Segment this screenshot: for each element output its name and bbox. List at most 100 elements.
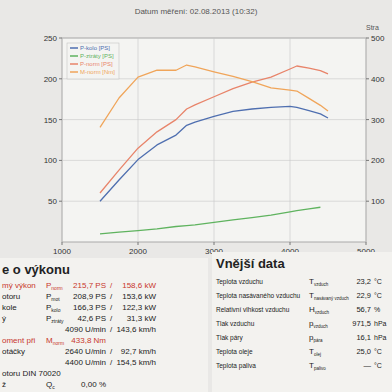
symbol: Tpalivo	[309, 361, 326, 371]
symbol: Qc	[46, 380, 55, 390]
row-value: 433,8 Nm	[71, 336, 106, 345]
symbol: Tnasávaný vzduch	[309, 291, 349, 301]
row-value: 56,7	[356, 305, 371, 314]
legend-label: M-norm [Nm]	[80, 69, 115, 75]
x-tick	[62, 242, 63, 245]
y2-tick-label: 300	[371, 116, 385, 125]
row-unit: °C	[374, 348, 382, 355]
row-value: 4090 U/min	[65, 325, 106, 334]
paper	[0, 0, 392, 392]
legend: P-kolo [PS] P-ztráty [PS] P-norm [PS] M-nor…	[67, 43, 119, 79]
legend-label: P-ztráty [PS]	[80, 53, 114, 59]
y2-tick-label: 200	[371, 156, 385, 165]
x-tick	[138, 242, 139, 245]
performance-panel	[0, 258, 208, 392]
x-grid	[214, 38, 215, 242]
row-label: Tlak vzduchu	[216, 320, 255, 327]
symbol-sub: c	[52, 384, 55, 390]
row-unit: hPa	[374, 320, 387, 327]
row-label: Teplota oleje	[216, 348, 253, 356]
y-tick-label: 100	[44, 156, 58, 165]
row-label: ý	[2, 314, 6, 323]
symbol-sub: palivo	[314, 366, 326, 371]
symbol-sub: nasávaný vzduch	[314, 296, 349, 301]
x-grid	[138, 38, 139, 242]
y-grid	[62, 201, 366, 202]
row-label: otoru DIN 70020	[2, 369, 61, 378]
row-unit: °C	[374, 278, 382, 285]
legend-swatch	[70, 55, 78, 57]
symbol: Pnorm	[46, 281, 63, 291]
row-value: 42,6 PS	[78, 314, 106, 323]
row-unit: °C	[374, 362, 382, 369]
row-value: 22,9	[356, 291, 371, 300]
row-value: 4400 U/min	[65, 358, 106, 367]
y2-tick	[366, 201, 369, 202]
row-label: otoru	[2, 292, 20, 301]
row-value: 208,9 PS	[73, 292, 106, 301]
row-label: Teplota nasávaného vzduchu	[216, 292, 301, 300]
legend-swatch	[70, 63, 78, 65]
separator: /	[110, 325, 113, 334]
performance: e o výkonumý výkonPnorm215,7 PS/158,6 kW…	[2, 262, 156, 390]
symbol-sub: olej	[314, 352, 321, 357]
external: Vnější dataTeplota vzduchuTvzduch23,2°CT…	[216, 256, 387, 371]
external-panel	[212, 252, 392, 392]
symbol: Pztráty	[46, 314, 64, 324]
row-value2: 158,6 kW	[122, 281, 156, 290]
symbol: Pmot	[46, 292, 60, 302]
row-value: 0,00 %	[81, 380, 106, 389]
x-tick	[214, 242, 215, 245]
symbol: Pkolo	[46, 303, 61, 313]
separator: /	[110, 303, 113, 312]
y-tick	[59, 160, 62, 161]
symbol-sub: ztráty	[51, 318, 64, 324]
series-line	[100, 207, 320, 234]
row-unit: hPa	[374, 334, 387, 341]
y-grid	[62, 119, 366, 120]
separator: /	[110, 281, 113, 290]
symbol-sub: vzduch	[313, 324, 328, 329]
symbol: Mnorm	[46, 336, 64, 346]
x-tick-label: 1000	[53, 247, 71, 256]
symbol: Tolej	[309, 347, 321, 357]
legend-label: P-norm [PS]	[80, 61, 113, 67]
row-label: Relativní vlhkost vzduchu	[216, 306, 290, 313]
performance-title: e o výkonu	[2, 262, 70, 277]
y2-tick-label: 400	[371, 75, 385, 84]
legend-label: P-kolo [PS]	[80, 45, 110, 51]
y-grid	[62, 38, 366, 39]
row-value: 166,3 PS	[73, 303, 106, 312]
y-tick	[59, 78, 62, 79]
row-value2: 154,5 km/h	[116, 358, 156, 367]
row-label: oment při	[2, 336, 36, 345]
symbol-sub: vzduch	[315, 310, 330, 315]
row-label: Tlak páry	[216, 334, 243, 342]
legend-swatch	[70, 47, 78, 49]
page: Datum měření: 02.08.2013 (10:32)Stra1000…	[0, 0, 392, 392]
symbol: Hvzduch	[309, 305, 330, 315]
y-tick-label: 200	[44, 75, 58, 84]
row-value2: 143,6 km/h	[116, 325, 156, 334]
header: Datum měření: 02.08.2013 (10:32)	[135, 7, 258, 16]
y2-tick	[366, 78, 369, 79]
series-line	[100, 65, 328, 127]
series-line	[100, 106, 328, 201]
row-value: 971,5	[352, 319, 371, 328]
x-tick	[366, 242, 367, 245]
y-tick	[59, 119, 62, 120]
series-line	[100, 66, 328, 193]
symbol: ppára	[309, 333, 323, 343]
x-grid	[366, 38, 367, 242]
row-label: Teplota paliva	[216, 362, 256, 370]
row-value2: 122,3 kW	[122, 303, 156, 312]
y-tick	[59, 38, 62, 39]
y-grid	[62, 160, 366, 161]
row-value: 16,1	[356, 333, 371, 342]
axes: 1000200030004000500050100150200250100200…	[44, 34, 385, 256]
external-title: Vnější data	[216, 256, 285, 271]
y-tick-label: 50	[48, 197, 57, 206]
row-label: ž	[2, 380, 6, 389]
row-label: mý výkon	[2, 281, 36, 290]
plot-frame	[62, 38, 366, 242]
